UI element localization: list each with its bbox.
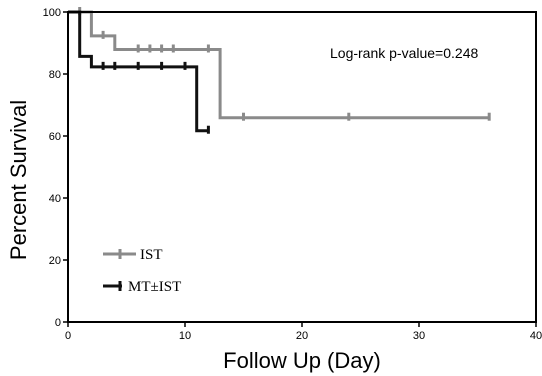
series-layer — [68, 7, 491, 134]
y-tick-label: 20 — [49, 255, 61, 267]
y-tick-label: 40 — [49, 193, 61, 205]
x-axis-title: Follow Up (Day) — [223, 348, 381, 373]
legend-label-mt-ist: MT±IST — [128, 279, 181, 295]
x-tick-label: 40 — [530, 330, 542, 342]
legend-item-mt-ist: MT±IST — [103, 279, 181, 295]
legend-item-ist: IST — [103, 247, 163, 263]
legend: IST MT±IST — [103, 247, 181, 295]
series-line-ist — [68, 10, 490, 120]
x-tick-label: 10 — [179, 330, 191, 342]
y-axis-title: Percent Survival — [6, 100, 31, 260]
x-tick-label: 0 — [65, 330, 71, 342]
series-line-mt-ist — [68, 10, 209, 133]
axes-layer: 0 10 20 30 40 0 20 40 60 80 100 — [43, 7, 542, 342]
legend-label-ist: IST — [140, 247, 163, 263]
y-tick-label: 60 — [49, 131, 61, 143]
y-tick-label: 0 — [55, 317, 61, 329]
log-rank-annotation: Log-rank p-value=0.248 — [330, 45, 478, 61]
y-tick-label: 100 — [43, 7, 61, 19]
y-tick-label: 80 — [49, 69, 61, 81]
x-tick-label: 20 — [296, 330, 308, 342]
x-tick-label: 30 — [413, 330, 425, 342]
